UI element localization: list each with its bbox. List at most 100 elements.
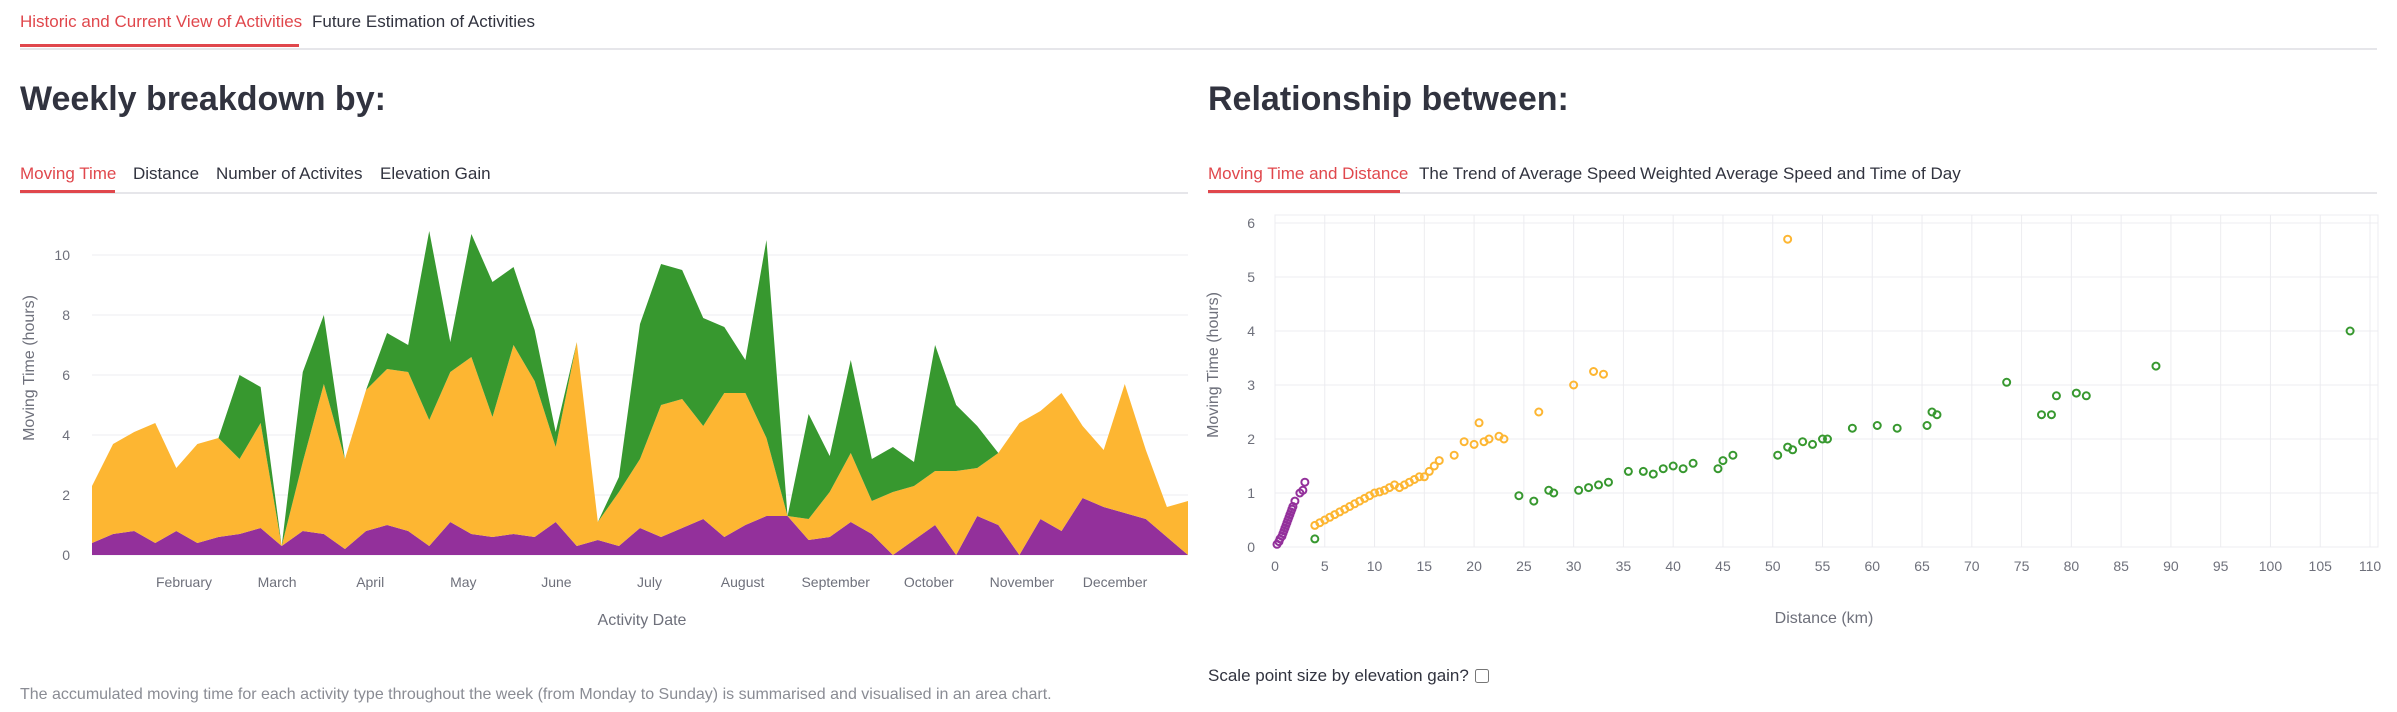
tab-elevation-gain[interactable]: Elevation Gain	[380, 164, 491, 183]
scatter-point-series-1[interactable]	[1414, 472, 1424, 482]
area-chart-x-axis-label: Activity Date	[598, 612, 687, 629]
scatter-point-series-2[interactable]	[1678, 464, 1688, 474]
left-active-tab-indicator	[20, 190, 115, 193]
scatter-x-tick-label: 10	[1367, 558, 1383, 574]
scatter-x-tick-label: 65	[1914, 558, 1930, 574]
right-section-title: Relationship between:	[1208, 80, 1569, 118]
scatter-point-series-1[interactable]	[1484, 434, 1494, 444]
scatter-x-tick-label: 60	[1864, 558, 1880, 574]
scatter-point-series-2[interactable]	[1623, 466, 1633, 476]
scatter-point-series-2[interactable]	[1514, 491, 1524, 501]
scatter-point-series-2[interactable]	[1788, 445, 1798, 455]
scatter-point-series-2[interactable]	[1688, 458, 1698, 468]
scatter-point-series-1[interactable]	[1589, 367, 1599, 376]
scatter-point-series-1[interactable]	[1474, 418, 1484, 428]
scatter-x-tick-label: 40	[1665, 558, 1681, 574]
scatter-point-series-2[interactable]	[1648, 469, 1658, 479]
left-sub-tab-bar: Moving Time Distance Number of Activites…	[20, 152, 1188, 194]
tab-number-of-activities[interactable]: Number of Activites	[216, 164, 363, 183]
scatter-point-series-1[interactable]	[1419, 472, 1429, 482]
area-x-tick-label: April	[356, 574, 384, 590]
tab-trend-average-speed[interactable]: The Trend of Average Speed	[1419, 164, 1637, 183]
area-x-tick-label: July	[637, 574, 662, 590]
scatter-point-series-1[interactable]	[1375, 487, 1385, 497]
scatter-point-series-2[interactable]	[1798, 437, 1808, 447]
scatter-point-series-1[interactable]	[1424, 466, 1434, 476]
scale-point-size-option[interactable]: Scale point size by elevation gain?	[1208, 666, 1489, 686]
scatter-point-series-1[interactable]	[1370, 488, 1380, 498]
tab-historic-current[interactable]: Historic and Current View of Activities	[20, 12, 303, 31]
scatter-point-series-2[interactable]	[2081, 391, 2091, 401]
scatter-point-series-2[interactable]	[1822, 434, 1832, 444]
scatter-point-series-2[interactable]	[1594, 480, 1604, 490]
scatter-point-series-2[interactable]	[1574, 485, 1584, 495]
scatter-x-tick-label: 35	[1616, 558, 1632, 574]
area-chart-y-ticks: 0 2 4 6 8 10	[54, 247, 70, 563]
right-sub-tab-bar: Moving Time and Distance The Trend of Av…	[1208, 152, 2377, 194]
scatter-point-series-2[interactable]	[1872, 421, 1882, 430]
scatter-point-series-2[interactable]	[1584, 483, 1594, 493]
scatter-point-series-2[interactable]	[1310, 534, 1320, 544]
scatter-point-series-2[interactable]	[2071, 388, 2081, 398]
scatter-x-tick-label: 45	[1715, 558, 1731, 574]
scatter-point-series-2[interactable]	[2002, 377, 2012, 387]
scatter-point-series-1[interactable]	[1599, 369, 1608, 379]
scatter-point-series-1[interactable]	[1459, 437, 1469, 447]
scatter-point-series-2[interactable]	[1638, 466, 1648, 476]
area-chart-caption: The accumulated moving time for each act…	[20, 686, 1052, 703]
scatter-x-tick-label: 30	[1566, 558, 1582, 574]
scatter-point-series-1[interactable]	[1499, 434, 1509, 444]
scatter-point-series-2[interactable]	[1728, 450, 1738, 460]
scatter-x-tick-label: 50	[1765, 558, 1781, 574]
area-y-tick-label: 2	[62, 487, 70, 503]
scatter-point-series-2[interactable]	[1892, 423, 1902, 433]
scatter-point-series-2[interactable]	[2151, 361, 2161, 371]
scatter-point-series-2[interactable]	[1603, 477, 1613, 487]
scatter-point-series-2[interactable]	[1529, 496, 1539, 506]
scatter-point-series-1[interactable]	[1429, 461, 1439, 471]
scatter-point-series-2[interactable]	[1668, 461, 1678, 471]
scatter-point-series-0[interactable]	[1290, 496, 1300, 506]
scatter-point-series-0[interactable]	[1298, 485, 1308, 495]
scatter-point-series-1[interactable]	[1569, 380, 1579, 390]
area-chart-y-axis-label: Moving Time (hours)	[21, 295, 38, 441]
scatter-point-series-2[interactable]	[1818, 434, 1827, 444]
tab-distance[interactable]: Distance	[133, 164, 200, 183]
scatter-point-series-1[interactable]	[1469, 439, 1479, 449]
scatter-point-series-0[interactable]	[1300, 477, 1310, 487]
tab-weighted-average-speed[interactable]: Weighted Average Speed and Time of Day	[1640, 164, 1961, 183]
tab-future-estimation[interactable]: Future Estimation of Activities	[312, 12, 535, 31]
active-tab-indicator	[20, 44, 299, 47]
area-series-2[interactable]	[92, 231, 1188, 546]
scatter-point-series-2[interactable]	[2345, 326, 2355, 336]
scatter-point-series-1[interactable]	[1534, 407, 1544, 417]
scatter-point-series-2[interactable]	[1932, 410, 1942, 420]
area-x-tick-label: May	[450, 574, 476, 590]
scatter-x-tick-label: 25	[1516, 558, 1532, 574]
scatter-point-series-1[interactable]	[1434, 456, 1444, 466]
scatter-point-series-2[interactable]	[1808, 439, 1818, 449]
scatter-x-tick-label: 75	[2014, 558, 2030, 574]
scatter-point-series-2[interactable]	[1847, 423, 1857, 433]
weekly-area-chart[interactable]: 0 2 4 6 8 10 February March April May June July Aug…	[0, 195, 1200, 635]
scatter-point-series-2[interactable]	[1713, 464, 1723, 474]
scatter-point-series-2[interactable]	[2046, 410, 2056, 420]
area-series-0[interactable]	[92, 498, 1188, 555]
scatter-point-series-1[interactable]	[1783, 234, 1793, 244]
scatter-point-series-2[interactable]	[1773, 450, 1783, 460]
scatter-point-series-2[interactable]	[2051, 391, 2061, 401]
right-active-tab-indicator	[1208, 190, 1400, 193]
tab-moving-time-and-distance[interactable]: Moving Time and Distance	[1208, 164, 1409, 183]
scatter-point-series-2[interactable]	[1549, 488, 1559, 498]
tab-moving-time[interactable]: Moving Time	[20, 164, 117, 183]
scatter-y-tick-label: 5	[1247, 269, 1255, 285]
main-tab-bar: Historic and Current View of Activities …	[20, 0, 2377, 50]
area-series-1[interactable]	[92, 342, 1188, 555]
scatter-point-series-2[interactable]	[2037, 410, 2046, 420]
scatter-point-series-2[interactable]	[1718, 456, 1728, 466]
scatter-point-series-2[interactable]	[1922, 421, 1932, 430]
scale-point-size-checkbox[interactable]	[1474, 669, 1489, 683]
scatter-point-series-2[interactable]	[1658, 464, 1668, 474]
scatter-point-series-1[interactable]	[1449, 450, 1459, 460]
